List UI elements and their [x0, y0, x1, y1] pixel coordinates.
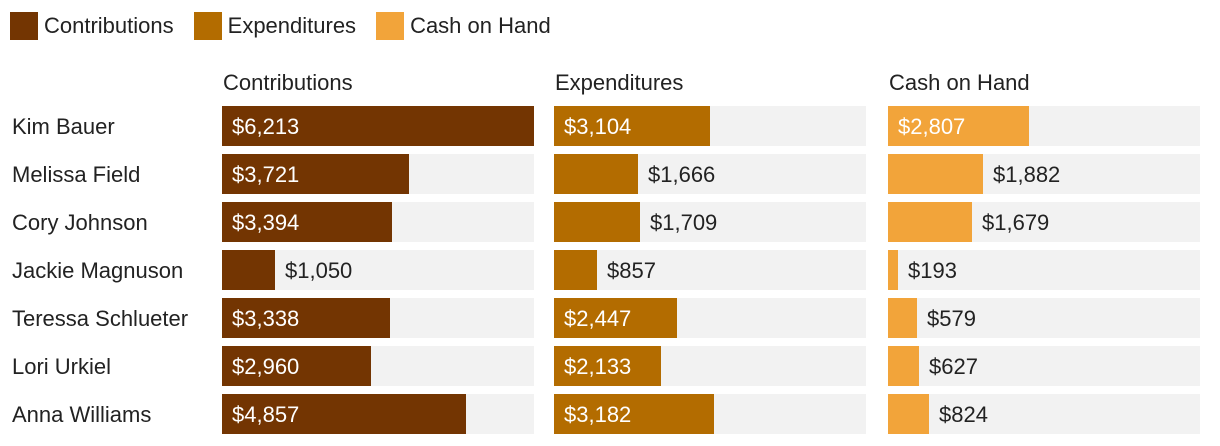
- bar-track: [554, 250, 866, 290]
- bar: [888, 298, 917, 338]
- bar: [888, 106, 1029, 146]
- column-title: Contributions: [223, 70, 353, 95]
- row-label: Jackie Magnuson: [12, 258, 183, 283]
- data-label: $193: [908, 258, 957, 283]
- data-label: $3,338: [232, 306, 299, 331]
- bar-track: [888, 346, 1200, 386]
- bar: [888, 154, 983, 194]
- bar: [554, 394, 714, 434]
- bar: [554, 202, 640, 242]
- data-label: $4,857: [232, 402, 299, 427]
- row-label: Lori Urkiel: [12, 354, 111, 379]
- bar: [222, 154, 409, 194]
- bar: [222, 394, 466, 434]
- data-label: $3,394: [232, 210, 299, 235]
- legend: Contributions Expenditures Cash on Hand: [10, 11, 571, 41]
- data-label: $6,213: [232, 114, 299, 139]
- data-label: $579: [927, 306, 976, 331]
- legend-label: Expenditures: [227, 13, 357, 38]
- data-label: $2,133: [564, 354, 631, 379]
- legend-swatch: [376, 12, 405, 40]
- legend-swatch: [10, 12, 38, 40]
- bar: [554, 154, 638, 194]
- bar-track: [888, 394, 1200, 434]
- bar: [222, 106, 534, 146]
- bar: [554, 106, 710, 146]
- data-label: $1,666: [648, 162, 715, 187]
- bar-track: [888, 298, 1200, 338]
- data-label: $2,807: [898, 114, 965, 139]
- data-label: $2,960: [232, 354, 299, 379]
- data-label: $1,882: [993, 162, 1060, 187]
- bar: [554, 298, 677, 338]
- legend-item: Cash on Hand: [376, 12, 551, 40]
- bar: [888, 394, 929, 434]
- data-label: $3,182: [564, 402, 631, 427]
- bar: [554, 346, 661, 386]
- bar: [888, 202, 972, 242]
- data-label: $1,709: [650, 210, 717, 235]
- row-label: Anna Williams: [12, 402, 151, 427]
- bar: [222, 202, 392, 242]
- legend-item: Expenditures: [193, 12, 357, 40]
- row-label: Cory Johnson: [12, 210, 148, 235]
- data-label: $2,447: [564, 306, 631, 331]
- data-label: $3,104: [564, 114, 631, 139]
- column-title: Expenditures: [555, 70, 683, 95]
- column-title: Cash on Hand: [889, 70, 1030, 95]
- data-label: $824: [939, 402, 988, 427]
- bar: [888, 250, 898, 290]
- row-label: Kim Bauer: [12, 114, 115, 139]
- legend-label: Cash on Hand: [410, 13, 551, 38]
- legend-label: Contributions: [44, 13, 174, 38]
- data-label: $627: [929, 354, 978, 379]
- row-label: Teressa Schlueter: [12, 306, 188, 331]
- bar: [222, 346, 371, 386]
- legend-item: Contributions: [10, 12, 174, 40]
- legend-swatch: [193, 12, 222, 40]
- data-label: $1,679: [982, 210, 1049, 235]
- data-label: $3,721: [232, 162, 299, 187]
- data-label: $1,050: [285, 258, 352, 283]
- bar: [888, 346, 919, 386]
- bar: [222, 250, 275, 290]
- bar: [554, 250, 597, 290]
- bar-track: [888, 250, 1200, 290]
- data-label: $857: [607, 258, 656, 283]
- row-label: Melissa Field: [12, 162, 140, 187]
- bar: [222, 298, 390, 338]
